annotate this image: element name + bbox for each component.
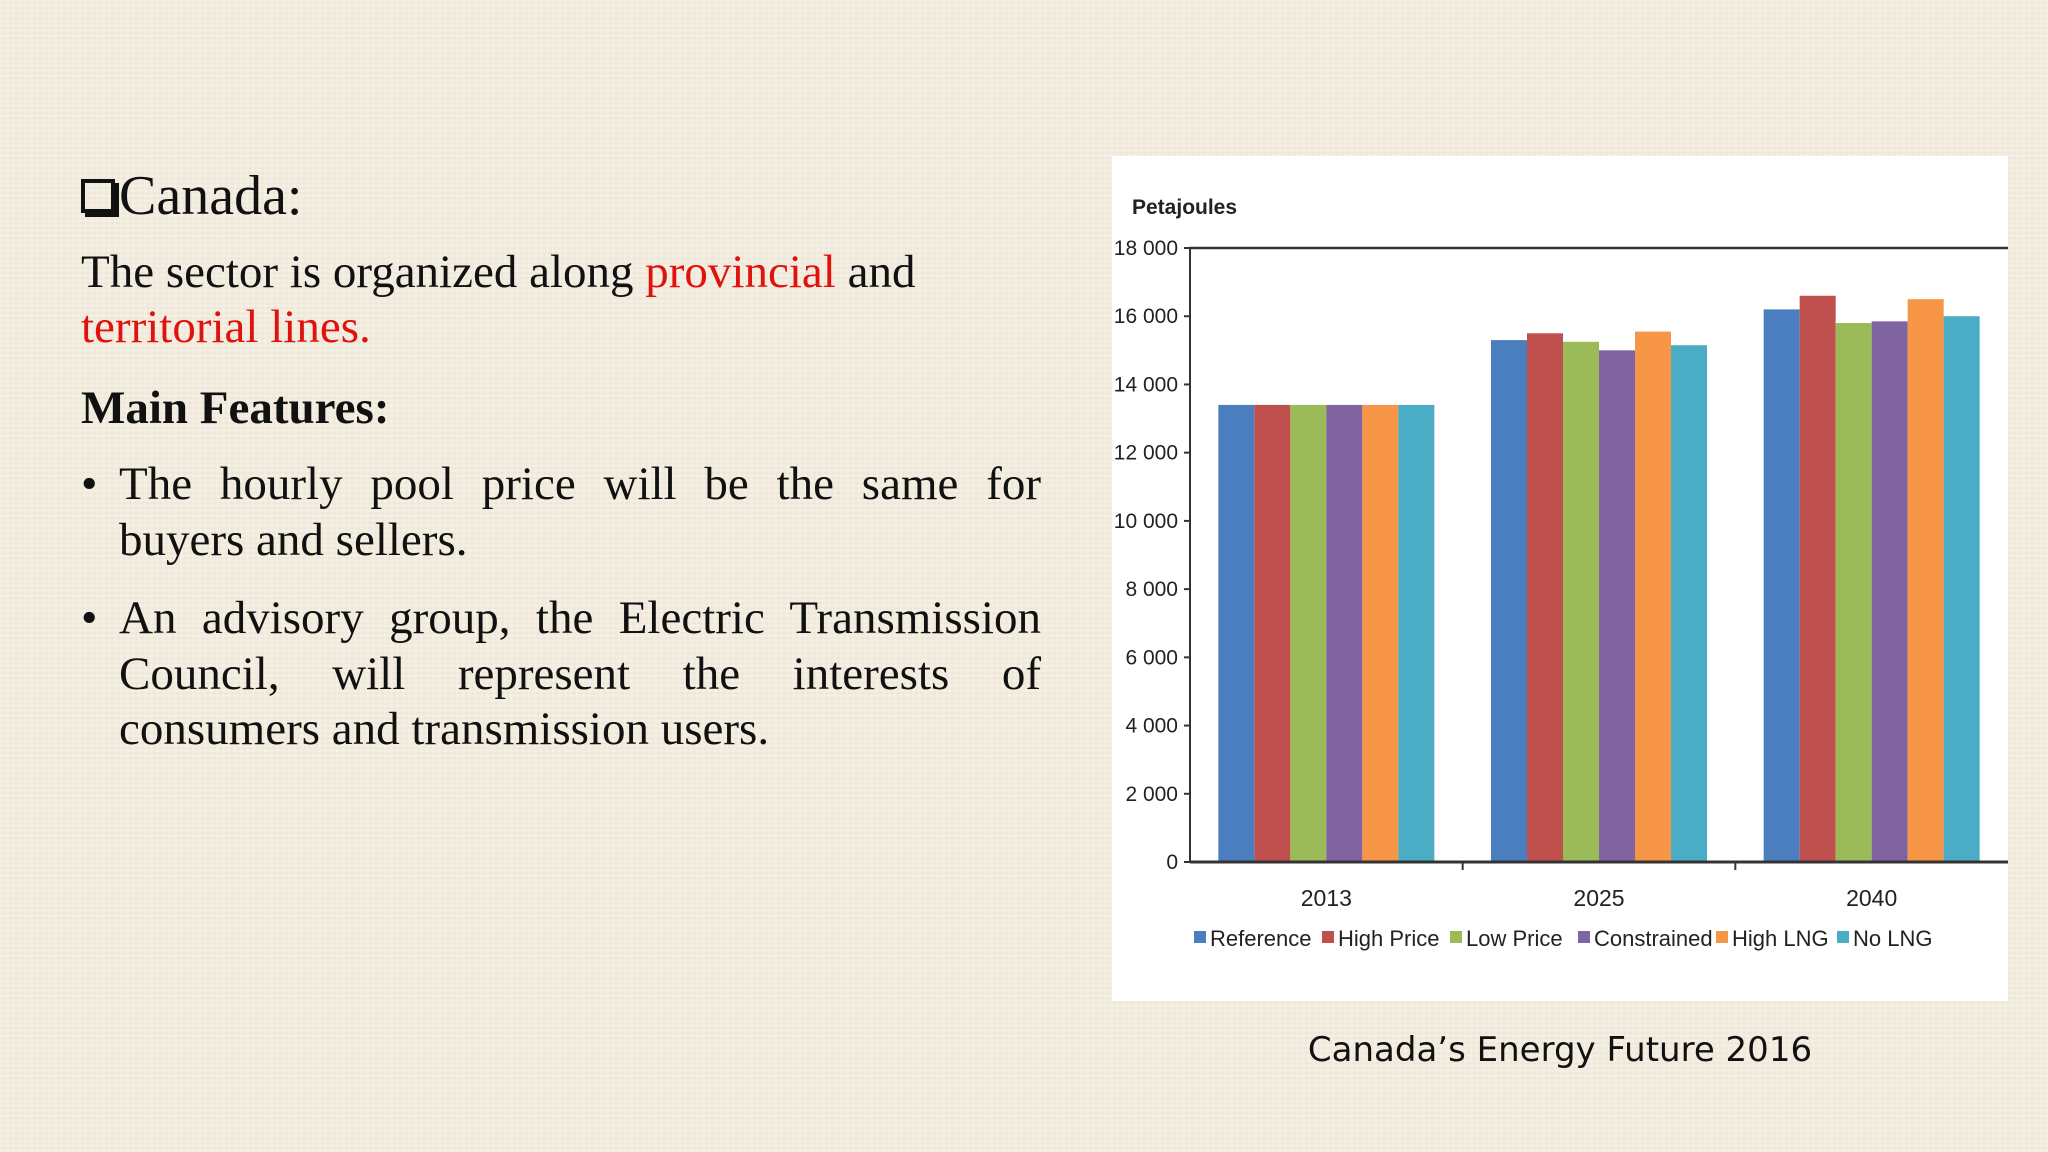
bar: [1254, 404, 1291, 862]
y-tick-label: 18 000: [1114, 237, 1178, 260]
intro-paragraph: The sector is organized along provincial…: [81, 245, 1041, 355]
chart-source-caption: Canada’s Energy Future 2016: [1307, 1030, 1813, 1070]
checkbox-bullet-icon: [81, 179, 115, 213]
y-axis-unit-label: Petajoules: [1132, 196, 1237, 219]
y-tick-label: 14 000: [1114, 373, 1178, 396]
y-tick-label: 0: [1166, 851, 1178, 874]
intro-text-1: The sector is organized along: [81, 246, 646, 298]
x-tick-label: 2013: [1301, 885, 1352, 911]
feature-bullet-item: • An advisory group, the Electric Transm…: [81, 591, 1041, 758]
y-tick-label: 8 000: [1125, 578, 1178, 601]
intro-text-2: and: [835, 246, 916, 298]
bar: [1527, 333, 1563, 862]
legend-label: High Price: [1338, 926, 1439, 951]
bar: [1907, 299, 1944, 862]
legend-swatch: [1450, 931, 1462, 943]
bar: [1943, 316, 1980, 862]
bar: [1799, 295, 1836, 862]
feature-bullet-list: • The hourly pool price will be the same…: [81, 457, 1041, 781]
slide-heading: Canada:: [81, 162, 302, 230]
legend-label: High LNG: [1732, 926, 1829, 951]
legend-label: Low Price: [1466, 926, 1563, 951]
y-tick-label: 12 000: [1114, 442, 1178, 465]
y-tick-label: 16 000: [1114, 305, 1178, 328]
energy-chart-svg: Petajoules 0 2 000 4 000 6 000 8 000 10 000 12…: [1114, 196, 2008, 951]
bullet-dot-icon: •: [81, 592, 98, 644]
bar: [1491, 340, 1527, 863]
x-tick-label: 2025: [1573, 885, 1624, 911]
legend: Reference High Price Low Price Constrained H…: [1194, 926, 1932, 951]
x-tick-label: 2040: [1846, 885, 1897, 911]
bar: [1871, 321, 1908, 862]
x-axis: 2013 2025 2040: [1190, 860, 2008, 911]
y-tick-label: 2 000: [1125, 783, 1178, 806]
bar: [1362, 404, 1399, 862]
legend-swatch: [1194, 931, 1206, 943]
legend-swatch: [1837, 931, 1849, 943]
bullet-dot-icon: •: [81, 458, 98, 510]
legend-swatch: [1578, 931, 1590, 943]
legend-label: Reference: [1210, 926, 1312, 951]
legend-swatch: [1716, 931, 1728, 943]
bar: [1290, 404, 1327, 862]
feature-bullet-item: • The hourly pool price will be the same…: [81, 457, 1041, 568]
bar: [1635, 331, 1671, 862]
intro-highlight-provincial: provincial: [645, 246, 836, 298]
energy-chart: Petajoules 0 2 000 4 000 6 000 8 000 10 000 12…: [1112, 156, 2008, 1001]
intro-highlight-territorial: territorial lines.: [81, 301, 371, 353]
bar: [1763, 309, 1800, 862]
bar: [1218, 404, 1255, 862]
y-tick-label: 4 000: [1125, 715, 1178, 738]
bar: [1835, 323, 1872, 862]
feature-bullet-text: An advisory group, the Electric Transmis…: [119, 592, 1041, 755]
feature-bullet-text: The hourly pool price will be the same f…: [119, 458, 1041, 566]
y-axis: 0 2 000 4 000 6 000 8 000 10 000 12 000 14 000 1…: [1114, 237, 2008, 874]
bar: [1563, 341, 1599, 862]
y-tick-label: 6 000: [1125, 646, 1178, 669]
main-features-title: Main Features:: [81, 382, 390, 434]
y-tick-label: 10 000: [1114, 510, 1178, 533]
heading-text: Canada:: [119, 165, 303, 227]
bar: [1326, 404, 1363, 862]
legend-label: No LNG: [1853, 926, 1932, 951]
bar: [1671, 345, 1707, 862]
legend-swatch: [1322, 931, 1334, 943]
bars: [1218, 295, 1980, 863]
bar: [1398, 404, 1435, 862]
bar: [1599, 350, 1635, 862]
legend-label: Constrained: [1594, 926, 1713, 951]
